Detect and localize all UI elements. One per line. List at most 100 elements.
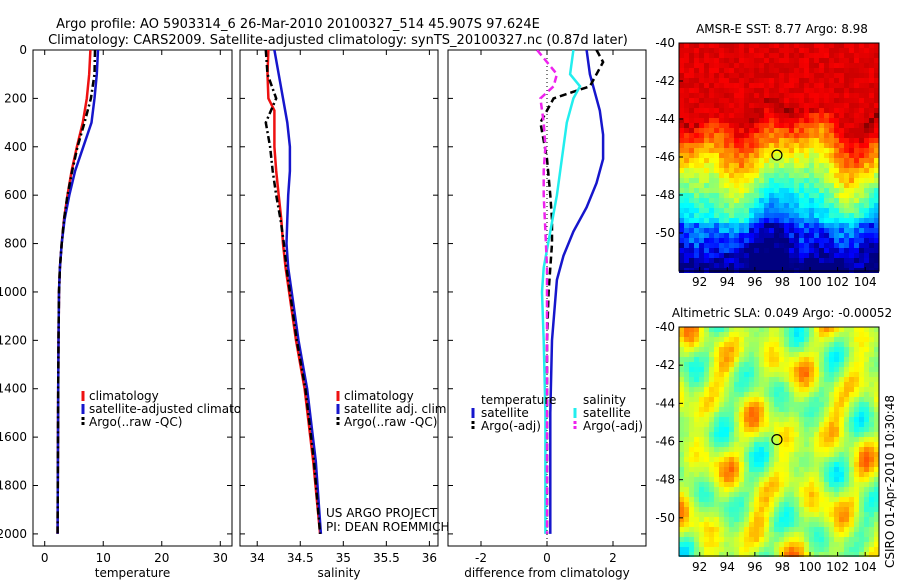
heatmap-cell [734, 58, 739, 63]
heatmap-cell [714, 128, 719, 133]
heatmap-cell [799, 402, 804, 407]
heatmap-cell [789, 527, 794, 532]
heatmap-cell [764, 88, 769, 93]
heatmap-cell [869, 377, 874, 382]
heatmap-cell [704, 208, 709, 213]
heatmap-cell [809, 382, 814, 387]
heatmap-cell [719, 477, 724, 482]
heatmap-cell [829, 53, 834, 58]
heatmap-cell [679, 173, 684, 178]
heatmap-cell [829, 263, 834, 268]
heatmap-cell [819, 457, 824, 462]
x-tick-label: 10 [96, 551, 111, 565]
heatmap-cell [824, 532, 829, 537]
heatmap-cell [819, 123, 824, 128]
heatmap-cell [824, 342, 829, 347]
y-tick-label: 200 [4, 91, 27, 105]
heatmap-cell [694, 452, 699, 457]
heatmap-cell [869, 203, 874, 208]
heatmap-cell [814, 178, 819, 183]
heatmap-cell [734, 68, 739, 73]
heatmap-cell [689, 502, 694, 507]
heatmap-cell [729, 93, 734, 98]
heatmap-cell [734, 188, 739, 193]
heatmap-cell [689, 552, 694, 557]
heatmap-cell [769, 452, 774, 457]
heatmap-cell [799, 372, 804, 377]
heatmap-cell [829, 497, 834, 502]
heatmap-cell [724, 128, 729, 133]
heatmap-cell [789, 422, 794, 427]
heatmap-cell [824, 103, 829, 108]
heatmap-cell [679, 88, 684, 93]
heatmap-cell [814, 258, 819, 263]
heatmap-cell [799, 332, 804, 337]
heatmap-cell [719, 432, 724, 437]
heatmap-cell [839, 193, 844, 198]
heatmap-cell [794, 208, 799, 213]
heatmap-cell [694, 228, 699, 233]
heatmap-cell [824, 367, 829, 372]
heatmap-cell [824, 382, 829, 387]
heatmap-cell [819, 472, 824, 477]
heatmap-cell [699, 377, 704, 382]
y-tick-label: -44 [655, 396, 675, 410]
heatmap-cell [864, 372, 869, 377]
heatmap-cell [774, 83, 779, 88]
heatmap-cell [704, 417, 709, 422]
heatmap-cell [709, 228, 714, 233]
heatmap-cell [824, 427, 829, 432]
heatmap-cell [814, 507, 819, 512]
heatmap-cell [804, 372, 809, 377]
heatmap-cell [789, 228, 794, 233]
heatmap-cell [719, 93, 724, 98]
heatmap-cell [789, 502, 794, 507]
heatmap-cell [799, 442, 804, 447]
heatmap-cell [819, 108, 824, 113]
heatmap-cell [804, 183, 809, 188]
heatmap-cell [724, 223, 729, 228]
heatmap-cell [779, 547, 784, 552]
heatmap-cell [724, 163, 729, 168]
heatmap-cell [874, 48, 879, 53]
heatmap-cell [809, 347, 814, 352]
heatmap-cell [729, 73, 734, 78]
heatmap-cell [839, 382, 844, 387]
heatmap-cell [714, 507, 719, 512]
heatmap-cell [759, 193, 764, 198]
heatmap-cell [809, 522, 814, 527]
heatmap-cell [809, 477, 814, 482]
heatmap-cell [854, 58, 859, 63]
heatmap-cell [854, 552, 859, 557]
heatmap-cell [869, 233, 874, 238]
heatmap-cell [864, 43, 869, 48]
heatmap-cell [844, 263, 849, 268]
heatmap-cell [714, 88, 719, 93]
heatmap-cell [774, 68, 779, 73]
heatmap-cell [854, 83, 859, 88]
heatmap-cell [809, 492, 814, 497]
heatmap-cell [779, 482, 784, 487]
heatmap-cell [749, 507, 754, 512]
heatmap-cell [789, 397, 794, 402]
heatmap-cell [689, 432, 694, 437]
heatmap-cell [849, 547, 854, 552]
heatmap-cell [829, 372, 834, 377]
heatmap-cell [784, 63, 789, 68]
heatmap-cell [854, 173, 859, 178]
heatmap-cell [689, 223, 694, 228]
heatmap-cell [839, 457, 844, 462]
legend-entry: Argo(..raw -QC) [89, 415, 182, 429]
heatmap-cell [754, 203, 759, 208]
heatmap-cell [709, 168, 714, 173]
heatmap-cell [749, 118, 754, 123]
heatmap-cell [734, 472, 739, 477]
heatmap-cell [689, 542, 694, 547]
heatmap-cell [754, 377, 759, 382]
heatmap-cell [684, 143, 689, 148]
heatmap-cell [854, 98, 859, 103]
heatmap-cell [714, 93, 719, 98]
heatmap-cell [864, 387, 869, 392]
heatmap-cell [809, 402, 814, 407]
heatmap-cell [859, 362, 864, 367]
